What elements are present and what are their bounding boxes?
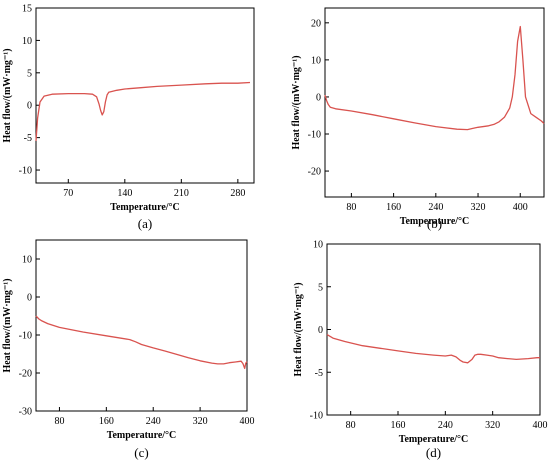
y-axis-title: Heat flow/(mW·mg⁻¹): [2, 278, 13, 372]
x-tick-label: 140: [117, 188, 132, 199]
chart-panel-3: 80 160 240 320 400 -30 -20 -10 0 10 Temperature/°C…: [2, 239, 255, 460]
x-tick-label: 240: [428, 202, 443, 213]
x-tick-label: 280: [230, 188, 245, 199]
plot-frame: [326, 243, 541, 416]
x-tick-label: 70: [63, 188, 73, 199]
x-tick-label: 400: [513, 202, 528, 213]
panel-label: (d): [426, 445, 441, 460]
x-tick-label: 160: [99, 416, 114, 427]
x-tick-label: 320: [471, 202, 486, 213]
data-series-line: [35, 81, 251, 141]
x-tick-label: 240: [146, 416, 161, 427]
plot-frame: [35, 239, 248, 412]
x-tick-label: 80: [346, 420, 356, 431]
y-tick-label: 10: [311, 55, 321, 66]
chart-panel-2: 80 160 240 320 400 -20 -10 0 10 20 Temperature/°C H…: [291, 7, 545, 231]
x-tick-label: 80: [54, 416, 64, 427]
y-tick-label: -10: [310, 411, 323, 422]
x-tick-label: 80: [346, 202, 356, 213]
y-tick-label: -20: [308, 167, 321, 178]
x-axis-title: Temperature/°C: [399, 434, 469, 445]
y-tick-label: 15: [22, 4, 32, 15]
y-tick-label: -5: [24, 133, 32, 144]
x-tick-label: 240: [438, 420, 453, 431]
y-tick-label: 0: [316, 92, 321, 103]
x-axis-title: Temperature/°C: [107, 430, 177, 441]
y-tick-label: -10: [19, 331, 32, 342]
x-tick-label: 320: [193, 416, 208, 427]
x-tick-label: 400: [240, 416, 255, 427]
y-tick-label: 0: [318, 325, 323, 336]
plot-frame: [324, 7, 545, 198]
y-tick-label: 20: [311, 18, 321, 29]
y-tick-label: 10: [313, 240, 323, 251]
x-tick-label: 160: [391, 420, 406, 431]
y-tick-label: -10: [308, 130, 321, 141]
y-tick-label: -5: [315, 368, 323, 379]
y-tick-label: 10: [22, 36, 32, 47]
y-tick-label: 10: [22, 255, 32, 266]
y-axis-title: Heat flow/(mW·mg⁻¹): [293, 282, 304, 376]
panel-label: (c): [134, 445, 148, 460]
x-axis-title: Temperature/°C: [400, 216, 470, 227]
panel-label: (b): [427, 216, 442, 231]
data-series-line: [35, 315, 248, 370]
data-series-line: [326, 334, 540, 364]
y-axis-title: Heat flow/(mW·mg⁻¹): [2, 48, 13, 142]
x-axis-title: Temperature/°C: [110, 202, 180, 213]
x-tick-label: 210: [174, 188, 189, 199]
y-tick-label: 0: [27, 101, 32, 112]
y-tick-label: -10: [19, 166, 32, 177]
plot-frame: [35, 7, 255, 184]
y-tick-label: -20: [19, 369, 32, 380]
y-tick-label: 5: [27, 68, 32, 79]
y-tick-label: -30: [19, 407, 32, 418]
y-axis-title: Heat flow/(mW·mg⁻¹): [291, 55, 302, 149]
data-series-line: [324, 25, 545, 131]
x-tick-label: 160: [386, 202, 401, 213]
chart-panel-1: 70 140 210 280 -10 -5 0 5 10 15 Temperature/°C Heat…: [2, 4, 255, 231]
chart-panel-4: 80 160 240 320 400 -10 -5 0 5 10 Temperature/°C Hea…: [293, 240, 548, 461]
y-tick-label: 5: [318, 282, 323, 293]
y-tick-label: 0: [27, 293, 32, 304]
panel-label: (a): [138, 216, 152, 231]
x-tick-label: 320: [485, 420, 500, 431]
x-tick-label: 400: [533, 420, 548, 431]
